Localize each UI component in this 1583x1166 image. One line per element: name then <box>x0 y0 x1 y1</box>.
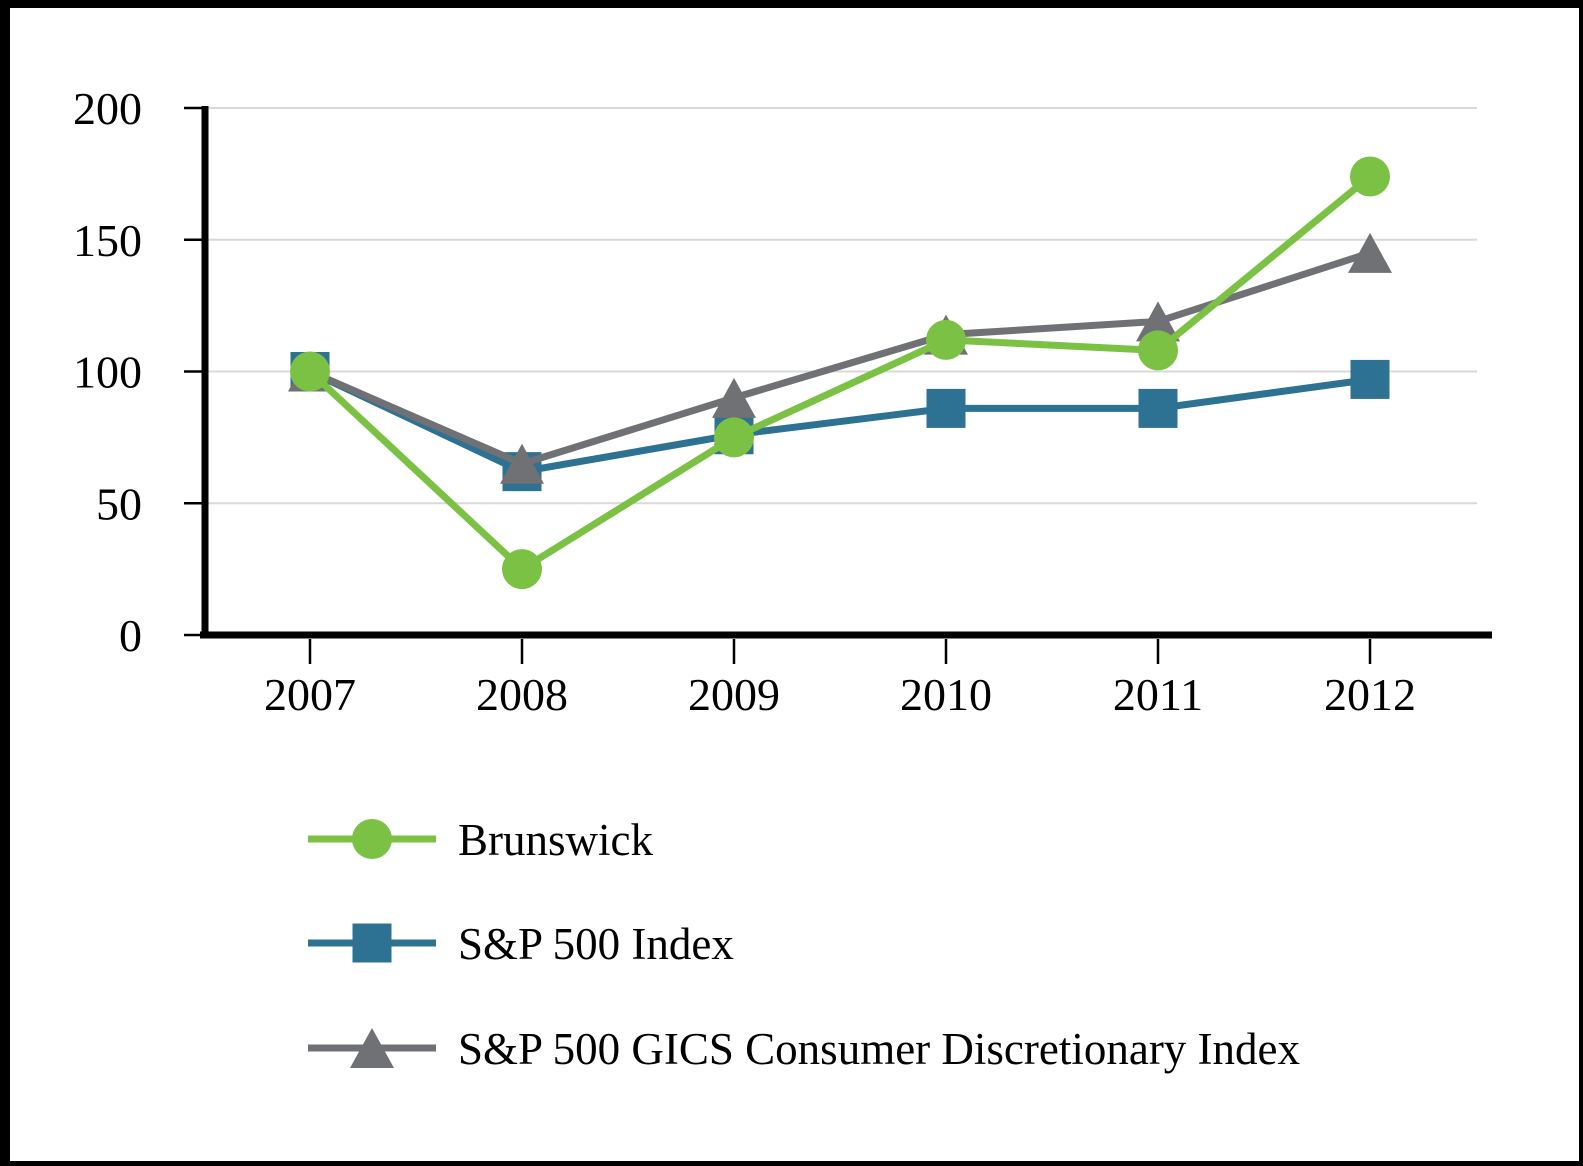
x-tick-label-2012: 2012 <box>1324 669 1416 720</box>
x-axis-tick-labels: 2007 2008 2009 2010 2011 2012 <box>264 669 1416 720</box>
series-line-2 <box>308 249 1372 468</box>
series-square-1 <box>290 352 1390 492</box>
gridlines <box>205 107 1477 505</box>
series-line-0 <box>307 173 1373 574</box>
series-2-marker-2012 <box>1348 232 1392 273</box>
legend-marker-square <box>352 923 392 963</box>
series-0-marker-2011 <box>1138 330 1178 371</box>
legend-label-1: S&P 500 Index <box>458 919 734 969</box>
border-left <box>0 0 10 1166</box>
legend-marker-circle <box>352 819 392 859</box>
series-0-marker-2010 <box>926 319 966 360</box>
series-line-1 <box>308 368 1371 476</box>
y-tick-label-150: 150 <box>73 215 142 266</box>
series-1-marker-2012 <box>1350 359 1390 399</box>
series-0-marker-2007 <box>290 351 330 392</box>
legend-item-0: Brunswick <box>308 815 653 865</box>
x-tick-label-2011: 2011 <box>1113 669 1203 720</box>
legend-item-1: S&P 500 Index <box>308 919 734 969</box>
series-0-marker-2012 <box>1350 156 1390 197</box>
legend-item-2: S&P 500 GICS Consumer Discretionary Inde… <box>308 1024 1300 1074</box>
series-2-marker-2011 <box>1136 301 1180 342</box>
border-top <box>0 0 1583 8</box>
series-triangle-2 <box>288 232 1392 484</box>
x-tick-label-2010: 2010 <box>900 669 992 720</box>
x-tick-label-2008: 2008 <box>476 669 568 720</box>
x-tick-label-2007: 2007 <box>264 669 356 720</box>
series-0-marker-2009 <box>714 417 754 458</box>
series-circle-0 <box>290 156 1390 590</box>
x-tick-label-2009: 2009 <box>688 669 780 720</box>
legend: Brunswick S&P 500 Index S&P 500 GICS Consu… <box>308 815 1300 1074</box>
y-tick-label-50: 50 <box>96 478 142 529</box>
border-bottom <box>0 1161 1583 1166</box>
series-1-marker-2011 <box>1138 388 1178 428</box>
legend-marker-triangle <box>350 1028 394 1068</box>
data-series <box>288 156 1392 590</box>
legend-label-0: Brunswick <box>458 815 653 865</box>
y-tick-label-0: 0 <box>119 610 142 661</box>
y-tick-label-200: 200 <box>73 83 142 134</box>
y-axis-tick-labels: 0 50 100 150 200 <box>73 83 142 661</box>
axes <box>200 106 1492 639</box>
legend-label-2: S&P 500 GICS Consumer Discretionary Inde… <box>458 1024 1300 1074</box>
series-1-marker-2010 <box>926 388 966 428</box>
border-right <box>1579 0 1583 1166</box>
series-2-marker-2009 <box>712 377 756 418</box>
series-2-marker-2008 <box>500 443 544 484</box>
axis-ticks <box>184 106 1372 664</box>
series-0-marker-2008 <box>502 549 542 590</box>
y-tick-label-100: 100 <box>73 347 142 398</box>
